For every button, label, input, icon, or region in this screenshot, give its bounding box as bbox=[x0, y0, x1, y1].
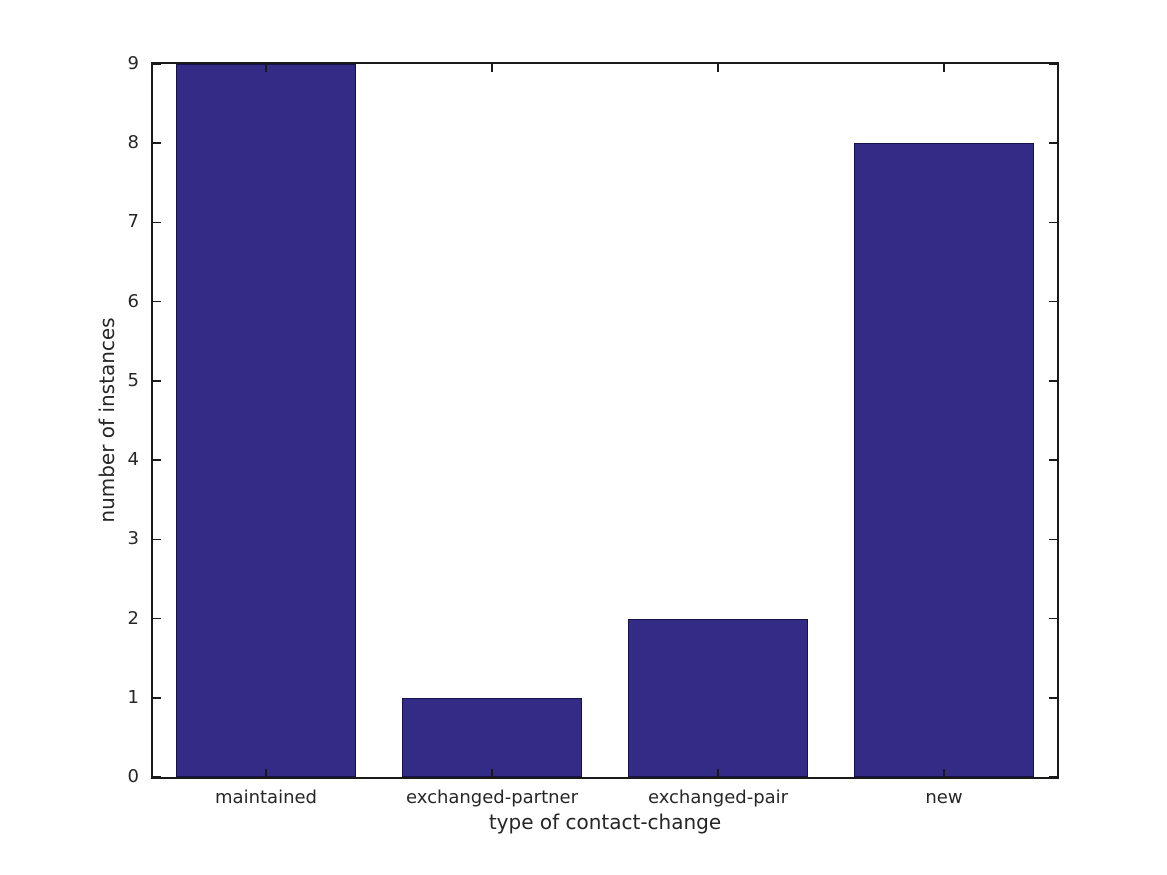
y-tick-left bbox=[153, 380, 161, 382]
x-tick-bottom bbox=[717, 769, 719, 777]
x-tick-label-new: new bbox=[925, 787, 963, 808]
y-tick-label: 8 bbox=[127, 132, 139, 154]
bar-maintained bbox=[175, 64, 357, 777]
y-tick-left bbox=[153, 617, 161, 620]
x-tick-top bbox=[717, 64, 719, 72]
x-tick-label-exchanged-pair: exchanged-pair bbox=[647, 787, 789, 808]
x-tick-label-exchanged-partner: exchanged-partner bbox=[405, 787, 579, 808]
y-tick-label: 6 bbox=[127, 290, 139, 312]
x-tick-top bbox=[265, 64, 267, 72]
y-tick-label: 9 bbox=[127, 53, 139, 74]
x-tick-bottom bbox=[491, 769, 493, 777]
y-tick-label: 3 bbox=[127, 528, 139, 550]
bar-new bbox=[853, 143, 1035, 777]
y-tick-right bbox=[1049, 776, 1057, 778]
y-tick-right bbox=[1049, 459, 1057, 461]
y-tick-left bbox=[153, 221, 161, 224]
y-tick-left bbox=[153, 538, 161, 541]
y-tick-label: 5 bbox=[127, 369, 139, 391]
y-tick-right bbox=[1049, 63, 1057, 65]
y-tick-label: 1 bbox=[127, 686, 139, 708]
x-axis-label: type of contact-change bbox=[488, 810, 722, 834]
x-tick-top bbox=[491, 64, 493, 72]
y-tick-right bbox=[1049, 221, 1057, 224]
x-tick-bottom bbox=[265, 769, 267, 777]
y-tick-left bbox=[153, 697, 161, 699]
bar-exchanged-partner bbox=[401, 697, 583, 777]
y-tick-right bbox=[1049, 538, 1057, 541]
y-tick-right bbox=[1049, 380, 1057, 382]
bar-exchanged-pair bbox=[627, 618, 809, 777]
x-tick-top bbox=[943, 64, 945, 72]
x-tick-label-maintained: maintained bbox=[215, 787, 317, 808]
y-tick-right bbox=[1049, 300, 1057, 303]
y-tick-label: 0 bbox=[127, 766, 139, 787]
y-tick-label: 4 bbox=[127, 449, 139, 471]
y-tick-left bbox=[153, 142, 161, 144]
y-tick-label: 2 bbox=[127, 607, 139, 629]
y-tick-label: 7 bbox=[127, 211, 139, 233]
plot-inner bbox=[153, 63, 1057, 778]
y-tick-left bbox=[153, 63, 161, 65]
x-tick-bottom bbox=[943, 769, 945, 777]
y-tick-left bbox=[153, 300, 161, 303]
y-tick-left bbox=[153, 776, 161, 778]
plot-area bbox=[151, 62, 1059, 779]
y-tick-right bbox=[1049, 142, 1057, 144]
y-axis-label: number of instances bbox=[95, 317, 119, 523]
y-tick-left bbox=[153, 459, 161, 461]
y-tick-right bbox=[1049, 697, 1057, 699]
y-tick-right bbox=[1049, 617, 1057, 620]
